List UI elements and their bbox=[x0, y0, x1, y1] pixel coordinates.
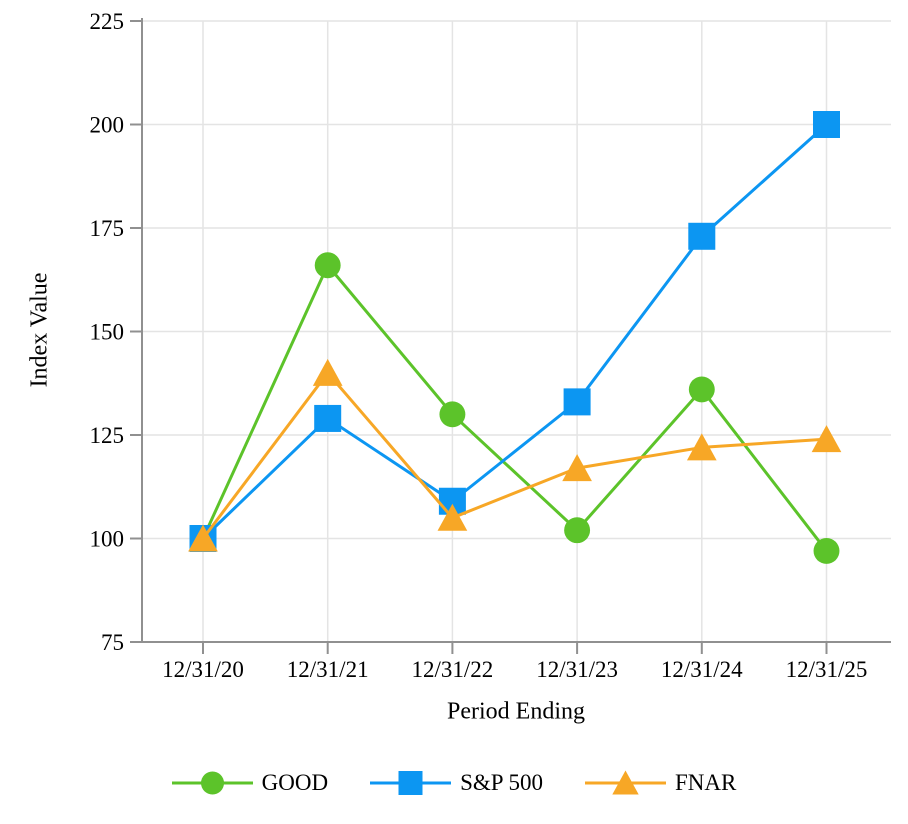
legend-swatch-svg bbox=[370, 771, 452, 795]
x-tick-label: 12/31/20 bbox=[162, 657, 244, 682]
good-circle-marker-icon bbox=[171, 769, 253, 797]
legend-item-sp500: S&P 500 bbox=[370, 769, 543, 797]
x-tick-label: 12/31/25 bbox=[786, 657, 868, 682]
good-circle-marker-icon bbox=[688, 376, 715, 403]
good-circle-marker-icon bbox=[439, 401, 466, 428]
legend-label-sp500: S&P 500 bbox=[460, 770, 543, 795]
fnar-triangle-marker-icon bbox=[686, 433, 717, 461]
y-tick-label: 125 bbox=[90, 423, 125, 448]
y-tick-label: 225 bbox=[90, 9, 125, 34]
x-tick-label: 12/31/24 bbox=[661, 657, 743, 682]
series-line-fnar bbox=[201, 371, 827, 540]
y-tick-label: 150 bbox=[90, 320, 125, 345]
y-axis-title: Index Value bbox=[26, 272, 53, 388]
legend-swatch-svg bbox=[584, 770, 666, 795]
x-axis-title: Period Ending bbox=[447, 698, 585, 725]
fnar-triangle-marker-icon bbox=[437, 503, 468, 531]
legend-label-fnar: FNAR bbox=[674, 770, 737, 795]
x-tick-label: 12/31/23 bbox=[536, 657, 618, 682]
fnar-triangle-marker-icon bbox=[562, 454, 592, 482]
fnar-triangle-marker-icon bbox=[188, 524, 218, 552]
fnar-triangle-marker-icon bbox=[811, 425, 842, 453]
fnar-triangle-marker-icon bbox=[312, 358, 343, 386]
good-circle-marker-icon bbox=[564, 517, 591, 544]
series-line-s-p-500 bbox=[201, 123, 828, 540]
legend-label-good: GOOD bbox=[261, 770, 329, 795]
legend-item-good: GOOD bbox=[171, 769, 329, 797]
good-legend-circle-marker-icon bbox=[200, 771, 224, 795]
fnar-triangle-marker-icon bbox=[584, 769, 666, 797]
y-tick-label: 175 bbox=[90, 216, 125, 241]
x-tick-label: 12/31/21 bbox=[287, 657, 369, 682]
s-p-500-square-marker-icon bbox=[688, 222, 716, 250]
s-p-500-legend-square-marker-icon bbox=[398, 771, 423, 795]
series-line-good bbox=[201, 263, 828, 552]
sp500-square-marker-icon bbox=[370, 769, 452, 797]
s-p-500-square-marker-icon bbox=[563, 388, 591, 416]
legend: GOOD S&P 500 FNAR bbox=[0, 763, 908, 803]
y-tick-label: 100 bbox=[90, 527, 125, 552]
x-tick-label: 12/31/22 bbox=[412, 657, 494, 682]
y-tick-label: 75 bbox=[101, 630, 124, 655]
fnar-legend-triangle-marker-icon bbox=[612, 770, 639, 795]
good-circle-marker-icon bbox=[314, 252, 341, 279]
s-p-500-square-marker-icon bbox=[314, 404, 342, 432]
legend-swatch-svg bbox=[171, 771, 253, 795]
good-circle-marker-icon bbox=[813, 537, 840, 564]
y-tick-label: 200 bbox=[90, 113, 125, 138]
s-p-500-square-marker-icon bbox=[813, 111, 840, 138]
legend-item-fnar: FNAR bbox=[584, 769, 737, 797]
